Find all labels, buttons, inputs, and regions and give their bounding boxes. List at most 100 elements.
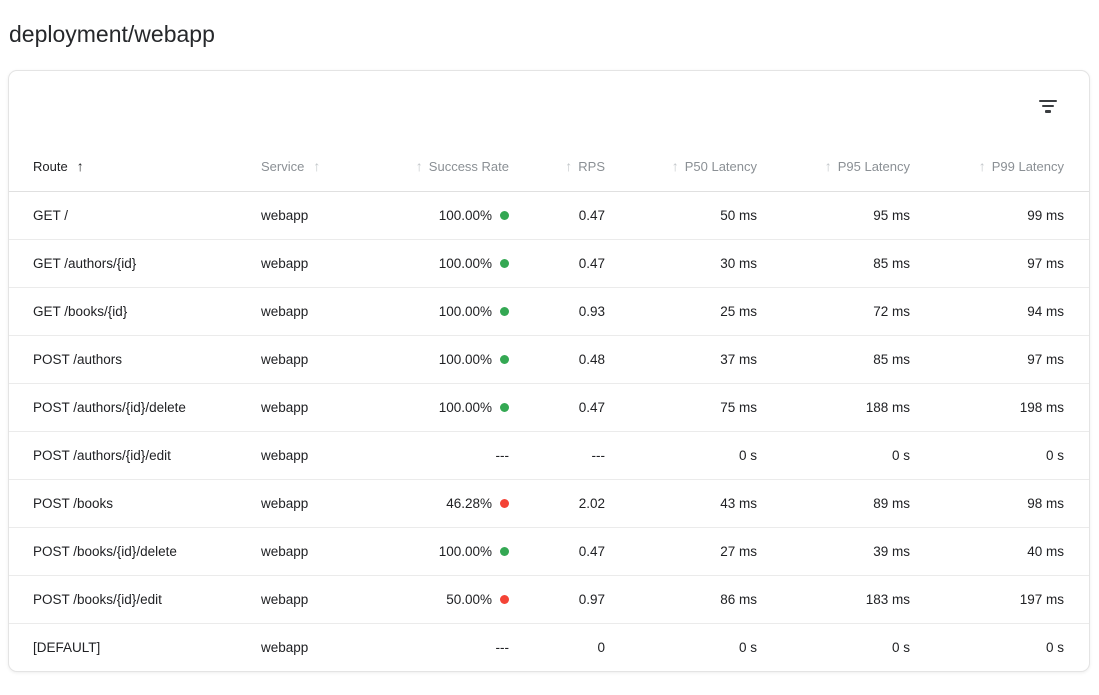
status-dot — [500, 258, 509, 268]
p99-cell: 40 ms — [910, 527, 1089, 576]
rps-cell: 0.47 — [509, 527, 605, 576]
p99-cell: 94 ms — [910, 287, 1089, 336]
column-label: Service — [261, 158, 305, 174]
column-label: P95 Latency — [837, 158, 910, 174]
rps-cell: 2.02 — [509, 479, 605, 528]
status-dot — [500, 306, 509, 316]
p99-cell: 99 ms — [910, 191, 1089, 240]
page: deployment/webapp Route ↑ Service ↑ ↑ Success… — [0, 18, 1099, 672]
status-dot — [500, 354, 509, 364]
route-cell: POST /authors — [9, 335, 261, 384]
success-rate-value: --- — [495, 447, 510, 463]
success-rate-value: --- — [495, 639, 510, 655]
p95-cell: 89 ms — [757, 479, 910, 528]
table-row[interactable]: POST /books/{id}/edit webapp 50.00% 0.97 86 … — [9, 575, 1089, 624]
p99-cell: 198 ms — [910, 383, 1089, 432]
column-header-route[interactable]: Route ↑ — [9, 141, 261, 192]
column-header-p50[interactable]: ↑ P50 Latency — [605, 141, 757, 192]
success-rate-cell: 100.00% — [391, 383, 509, 432]
column-label: RPS — [578, 158, 605, 174]
success-rate-cell: 100.00% — [391, 527, 509, 576]
table-row[interactable]: GET /books/{id} webapp 100.00% 0.93 25 ms 72 … — [9, 287, 1089, 336]
sort-arrow-icon: ↑ — [76, 157, 84, 174]
service-cell: webapp — [261, 191, 391, 240]
route-cell: GET /authors/{id} — [9, 239, 261, 288]
p99-cell: 0 s — [1045, 639, 1064, 655]
p99-cell: 197 ms — [910, 575, 1089, 624]
p99-cell: 97 ms — [910, 335, 1089, 384]
route-cell: POST /books/{id}/delete — [9, 527, 261, 576]
filter-bar — [1042, 104, 1054, 108]
route-cell: GET / — [9, 191, 261, 240]
sort-arrow-icon: ↑ — [565, 157, 573, 174]
route-cell: POST /books — [9, 479, 261, 528]
p95-cell: 188 ms — [757, 383, 910, 432]
rps-cell: 0.47 — [509, 383, 605, 432]
sort-arrow-icon: ↑ — [978, 157, 986, 174]
success-rate-value: 100.00% — [438, 255, 492, 271]
column-header-success-rate[interactable]: ↑ Success Rate — [391, 141, 509, 192]
rps-cell: 0.47 — [509, 191, 605, 240]
filter-bar — [1045, 110, 1051, 113]
success-rate-value: 46.28% — [446, 495, 492, 511]
service-cell: webapp — [261, 479, 391, 528]
sort-arrow-icon: ↑ — [824, 157, 832, 174]
column-header-p99[interactable]: ↑ P99 Latency — [910, 141, 1089, 192]
service-cell: webapp — [261, 639, 309, 655]
table-row[interactable]: GET /authors/{id} webapp 100.00% 0.47 30 ms 8… — [9, 239, 1089, 288]
column-label: P99 Latency — [991, 158, 1064, 174]
sort-arrow-icon: ↑ — [313, 157, 321, 174]
routes-table: Route ↑ Service ↑ ↑ Success Rate ↑ RPS ↑ P50 Late… — [9, 141, 1089, 671]
table-toolbar — [9, 71, 1089, 141]
filter-list-icon[interactable] — [1035, 96, 1061, 117]
p50-cell: 27 ms — [605, 527, 757, 576]
column-label: P50 Latency — [684, 158, 757, 174]
route-cell: POST /authors/{id}/delete — [9, 383, 261, 432]
table-header-row: Route ↑ Service ↑ ↑ Success Rate ↑ RPS ↑ P50 Late… — [9, 141, 1089, 192]
filter-bar — [1039, 99, 1057, 102]
p95-cell: 0 s — [891, 639, 910, 655]
success-rate-cell: 100.00% — [391, 335, 509, 384]
column-label: Success Rate — [428, 158, 509, 174]
p95-cell: 85 ms — [757, 335, 910, 384]
rps-cell: 0.48 — [509, 335, 605, 384]
p50-cell: 0 s — [605, 431, 757, 480]
p95-cell: 0 s — [757, 431, 910, 480]
p99-cell: 98 ms — [910, 479, 1089, 528]
rps-cell: 0 — [597, 639, 605, 655]
table-row[interactable]: [DEFAULT] webapp --- 0 0 s 0 s 0 s — [9, 623, 1089, 671]
p95-cell: 95 ms — [757, 191, 910, 240]
column-header-service[interactable]: Service ↑ — [261, 141, 391, 192]
column-header-p95[interactable]: ↑ P95 Latency — [757, 141, 910, 192]
sort-arrow-icon: ↑ — [415, 157, 423, 174]
success-rate-cell: --- — [391, 431, 510, 480]
success-rate-cell: 100.00% — [391, 287, 509, 336]
success-rate-value: 100.00% — [438, 351, 492, 367]
table-row[interactable]: POST /authors/{id}/delete webapp 100.00% 0.… — [9, 383, 1089, 432]
p50-cell: 37 ms — [605, 335, 757, 384]
success-rate-cell: 100.00% — [391, 239, 509, 288]
p50-cell: 30 ms — [605, 239, 757, 288]
success-rate-value: 100.00% — [438, 303, 492, 319]
success-rate-cell: 50.00% — [391, 575, 509, 624]
route-cell: GET /books/{id} — [9, 287, 261, 336]
column-header-rps[interactable]: ↑ RPS — [509, 141, 605, 192]
table-row[interactable]: GET / webapp 100.00% 0.47 50 ms 95 ms 99 ms — [9, 191, 1089, 240]
rps-cell: 0.93 — [509, 287, 605, 336]
table-row[interactable]: POST /books/{id}/delete webapp 100.00% 0.47… — [9, 527, 1089, 576]
table-row[interactable]: POST /books webapp 46.28% 2.02 43 ms 89 ms 98 … — [9, 479, 1089, 528]
service-cell: webapp — [261, 335, 391, 384]
service-cell: webapp — [261, 431, 391, 480]
service-cell: webapp — [261, 575, 391, 624]
p50-cell: 43 ms — [605, 479, 757, 528]
service-cell: webapp — [261, 527, 391, 576]
success-rate-value: 100.00% — [438, 543, 492, 559]
p50-cell: 25 ms — [605, 287, 757, 336]
success-rate-value: 100.00% — [438, 399, 492, 415]
rps-cell: 0.47 — [509, 239, 605, 288]
column-label: Route — [33, 158, 68, 174]
sort-arrow-icon: ↑ — [671, 157, 679, 174]
table-row[interactable]: POST /authors webapp 100.00% 0.48 37 ms 85 ms… — [9, 335, 1089, 384]
success-rate-cell: 100.00% — [391, 191, 509, 240]
